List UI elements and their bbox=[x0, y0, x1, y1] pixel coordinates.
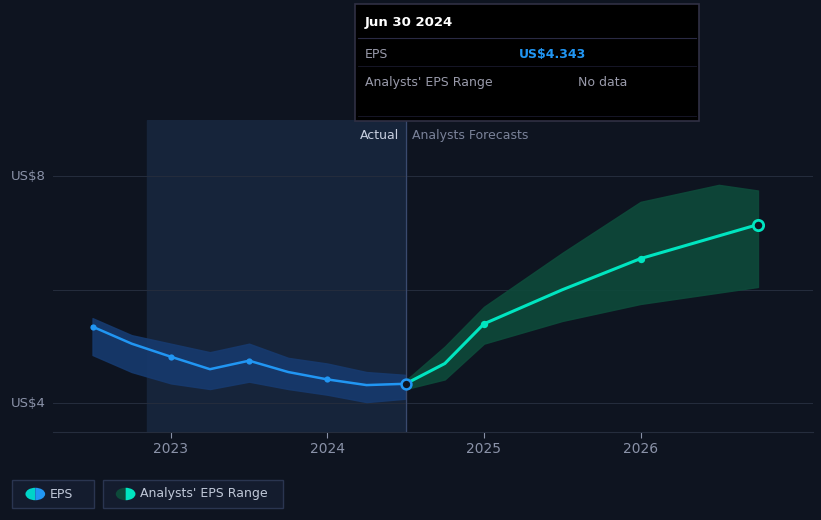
Point bbox=[242, 357, 255, 365]
Text: EPS: EPS bbox=[49, 488, 72, 500]
Text: Actual: Actual bbox=[360, 129, 399, 142]
Text: No data: No data bbox=[578, 76, 627, 89]
Point bbox=[399, 380, 412, 388]
Point bbox=[164, 353, 177, 361]
Text: EPS: EPS bbox=[365, 48, 388, 61]
Point bbox=[751, 220, 764, 229]
Text: Analysts' EPS Range: Analysts' EPS Range bbox=[140, 488, 267, 500]
Text: Analysts Forecasts: Analysts Forecasts bbox=[412, 129, 529, 142]
Bar bbox=[147, 120, 406, 432]
Point bbox=[321, 375, 334, 384]
Text: Analysts' EPS Range: Analysts' EPS Range bbox=[365, 76, 492, 89]
Point bbox=[477, 320, 490, 328]
Text: US$4: US$4 bbox=[11, 397, 46, 410]
Text: US$4.343: US$4.343 bbox=[519, 48, 586, 61]
Text: Jun 30 2024: Jun 30 2024 bbox=[365, 16, 452, 29]
Point bbox=[634, 254, 647, 263]
Point bbox=[86, 322, 99, 331]
Text: US$8: US$8 bbox=[11, 170, 46, 183]
